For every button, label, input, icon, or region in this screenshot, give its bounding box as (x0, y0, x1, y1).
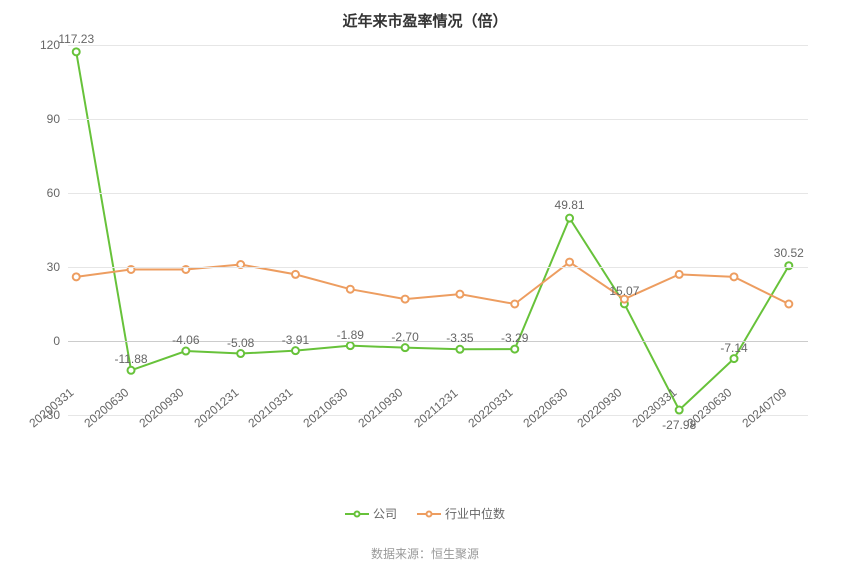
legend-swatch-company (345, 508, 369, 520)
legend-item-company[interactable]: 公司 (345, 505, 397, 522)
data-label-company: -1.89 (337, 328, 364, 342)
chart-title: 近年来市盈率情况（倍） (0, 10, 850, 31)
series-marker-company (511, 346, 518, 353)
series-marker-company (731, 355, 738, 362)
legend-swatch-industry_median (417, 508, 441, 520)
series-marker-company (402, 344, 409, 351)
series-marker-company (785, 262, 792, 269)
series-marker-industry_median (731, 273, 738, 280)
data-label-company: -3.91 (282, 333, 309, 347)
data-label-company: -3.35 (446, 331, 473, 345)
series-marker-company (73, 48, 80, 55)
series-marker-industry_median (347, 286, 354, 293)
series-marker-industry_median (676, 271, 683, 278)
data-label-company: -27.98 (662, 418, 696, 432)
series-marker-company (237, 350, 244, 357)
series-marker-company (456, 346, 463, 353)
y-tick-label: 90 (47, 112, 68, 126)
series-marker-company (292, 347, 299, 354)
series-marker-industry_median (456, 291, 463, 298)
chart-lines-svg (68, 45, 808, 415)
series-marker-company (182, 348, 189, 355)
legend-item-industry_median[interactable]: 行业中位数 (417, 505, 505, 522)
y-tick-label: 60 (47, 186, 68, 200)
y-gridline (68, 45, 808, 46)
chart-legend: 公司 行业中位数 (0, 505, 850, 523)
series-marker-industry_median (785, 301, 792, 308)
series-marker-industry_median (73, 273, 80, 280)
series-line-company (76, 52, 789, 410)
y-gridline (68, 267, 808, 268)
data-source-name: 恒生聚源 (431, 547, 479, 561)
plot-area: -300306090120202003312020063020200930202… (68, 45, 808, 415)
data-label-company: -2.70 (391, 330, 418, 344)
y-gridline (68, 119, 808, 120)
data-label-company: 49.81 (555, 198, 585, 212)
series-marker-industry_median (402, 296, 409, 303)
data-label-company: -5.08 (227, 336, 254, 350)
y-tick-label: 30 (47, 260, 68, 274)
data-label-company: -11.88 (114, 352, 147, 366)
series-marker-industry_median (511, 301, 518, 308)
data-label-company: -4.06 (172, 333, 199, 347)
series-marker-company (347, 342, 354, 349)
data-label-company: 15.07 (609, 284, 639, 298)
y-tick-label: 0 (53, 334, 68, 348)
legend-label: 公司 (373, 505, 397, 522)
data-label-company: 117.23 (58, 32, 94, 46)
series-marker-industry_median (292, 271, 299, 278)
y-gridline (68, 193, 808, 194)
data-source-prefix: 数据来源： (371, 547, 431, 561)
pe-ratio-chart: 近年来市盈率情况（倍） -300306090120202003312020063… (0, 0, 850, 575)
legend-label: 行业中位数 (445, 505, 505, 522)
data-source: 数据来源：恒生聚源 (0, 545, 850, 562)
series-marker-company (128, 367, 135, 374)
data-label-company: 30.52 (774, 246, 804, 260)
series-marker-company (566, 215, 573, 222)
data-label-company: -7.14 (720, 341, 747, 355)
data-label-company: -3.29 (501, 331, 528, 345)
series-marker-industry_median (566, 259, 573, 266)
